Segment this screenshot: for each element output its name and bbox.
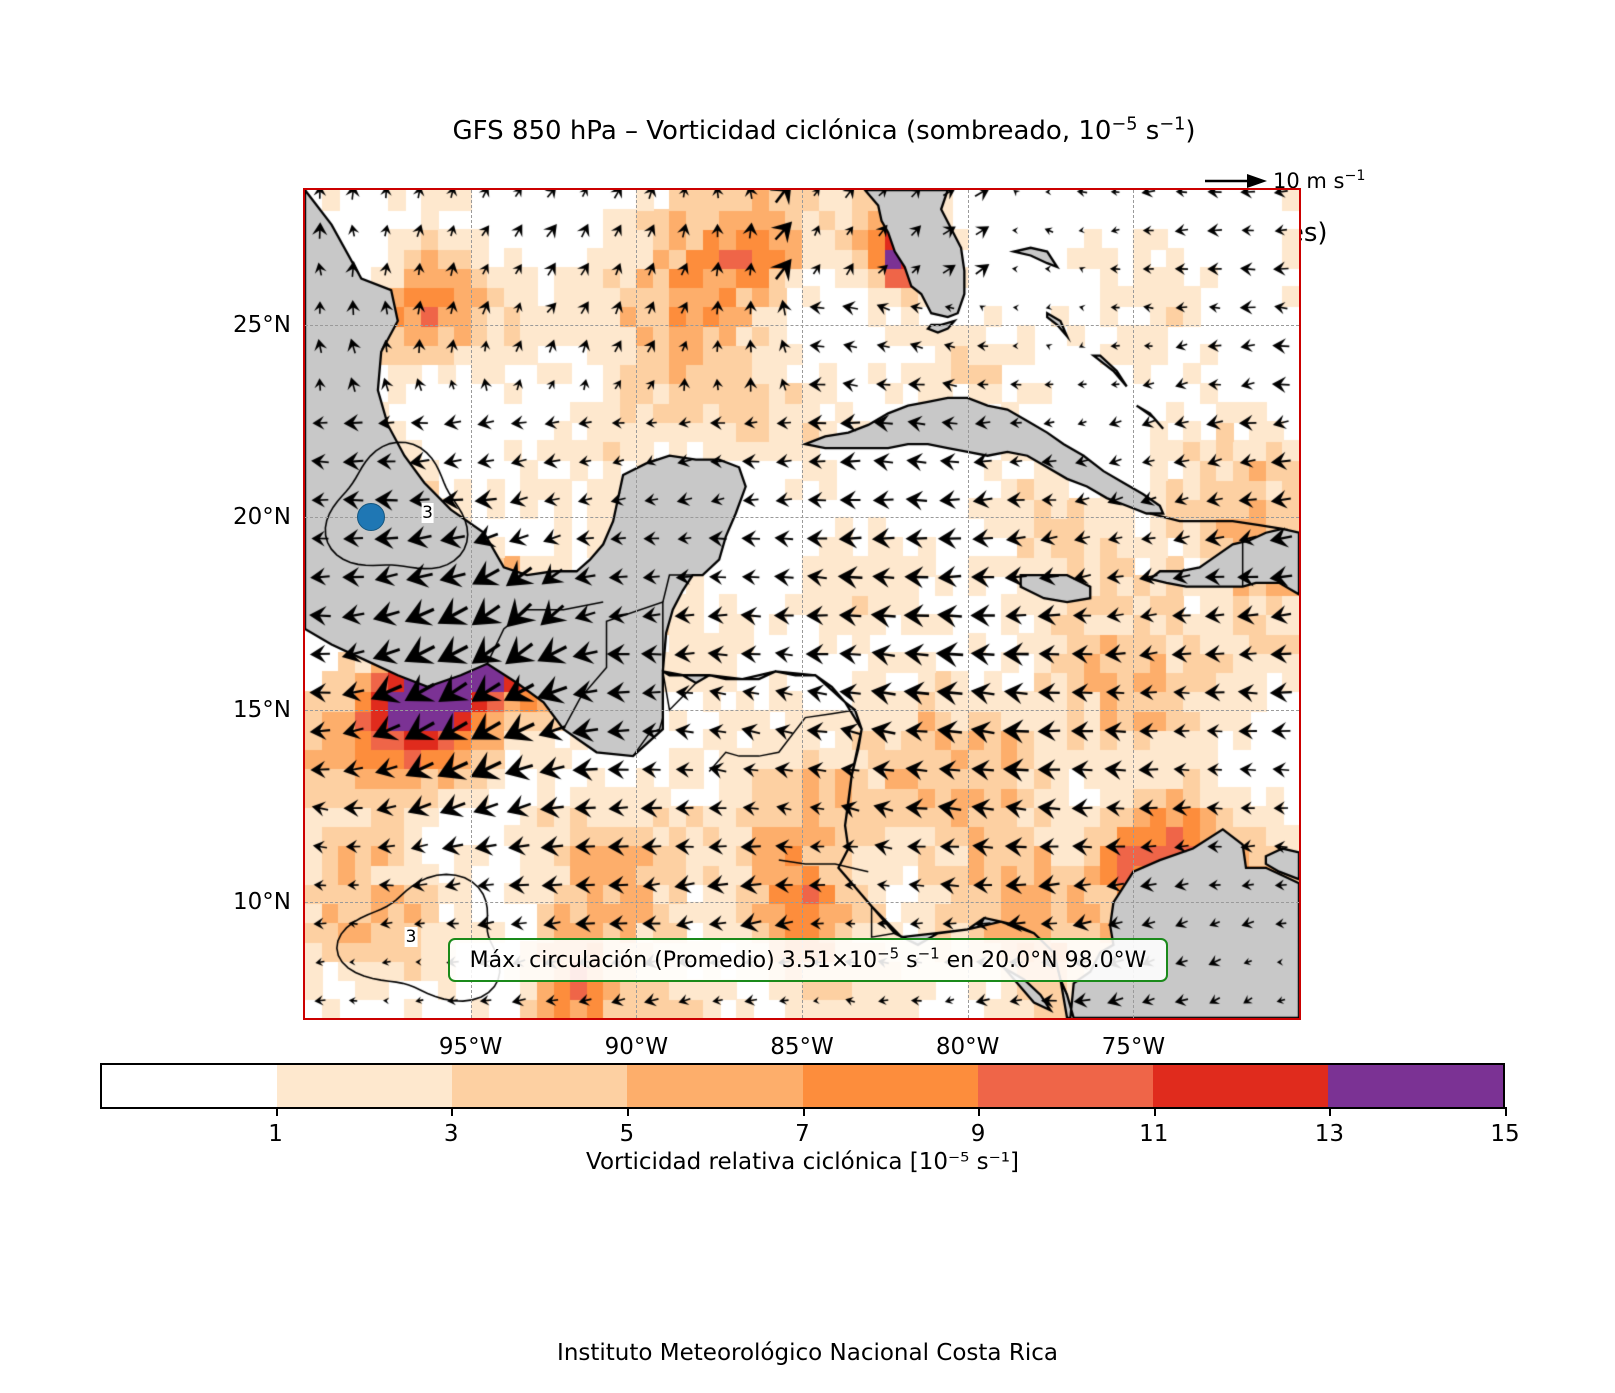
- colorbar-tickmark-13: [1329, 1107, 1332, 1116]
- contour-label-0: 3: [421, 503, 434, 524]
- title-line-1: GFS 850 hPa – Vorticidad ciclónica (somb…: [452, 114, 1196, 146]
- gridline-meridian-4: [1133, 190, 1135, 1018]
- xtick-label-95°W: 95°W: [438, 1034, 503, 1060]
- gridline-meridian-0: [470, 190, 472, 1018]
- gridline-parallel-2: [305, 517, 1299, 519]
- colorbar-tickmark-3: [451, 1107, 454, 1116]
- colorbar-ticks: 1 3 5 7 9 11 13 15: [100, 1107, 1520, 1147]
- colorbar-segment-2: [452, 1065, 628, 1107]
- max-circulation-annotation: Máx. circulación (Promedio) 3.51×10−5 s−…: [448, 938, 1168, 982]
- colorbar-tick-label-9: 9: [970, 1121, 986, 1147]
- map-axes[interactable]: 3 3 Máx. circulación (Promedio) 3.51×10−5 …: [303, 188, 1301, 1020]
- colorbar[interactable]: [100, 1063, 1505, 1109]
- xtick-label-75°W: 75°W: [1101, 1034, 1166, 1060]
- colorbar-tick-label-11: 11: [1139, 1121, 1169, 1147]
- max-circulation-annotation-text: Máx. circulación (Promedio) 3.51×10−5 s−…: [469, 944, 1147, 973]
- colorbar-segment-0: [102, 1065, 278, 1107]
- ytick-label-20°N: 20°N: [233, 504, 291, 531]
- colorbar-tick-label-13: 13: [1314, 1121, 1345, 1147]
- colorbar-label: Vorticidad relativa ciclónica [10⁻⁵ s⁻¹]: [586, 1149, 1019, 1175]
- xtick-label-80°W: 80°W: [935, 1034, 1000, 1060]
- gridline-meridian-3: [967, 190, 969, 1018]
- footer-credit: Instituto Meteorológico Nacional Costa R…: [557, 1340, 1058, 1366]
- xtick-label-90°W: 90°W: [604, 1034, 669, 1060]
- max-circulation-marker: [357, 503, 386, 532]
- ytick-label-15°N: 15°N: [233, 696, 291, 723]
- ytick-label-25°N: 25°N: [233, 311, 291, 338]
- gridline-meridian-2: [802, 190, 803, 1018]
- colorbar-tickmark-1: [275, 1107, 278, 1116]
- colorbar-tickmark-11: [1153, 1107, 1156, 1116]
- colorbar-tickmark-9: [978, 1107, 981, 1116]
- colorbar-tick-label-1: 1: [268, 1121, 283, 1147]
- colorbar-tick-label-3: 3: [443, 1121, 459, 1147]
- colorbar-tick-label-5: 5: [619, 1121, 635, 1147]
- colorbar-tickmark-5: [626, 1107, 629, 1116]
- colorbar-segment-6: [1152, 1065, 1328, 1107]
- contour-label-1: 3: [404, 927, 418, 948]
- colorbar-wrap: 1 3 5 7 9 11 13 15 Vorticidad relativa ciclónic…: [100, 1063, 1520, 1175]
- colorbar-segment-4: [802, 1065, 978, 1107]
- gridline-parallel-0: [305, 902, 1299, 904]
- gridline-parallel-1: [305, 709, 1299, 711]
- colorbar-segment-3: [627, 1065, 803, 1107]
- colorbar-tickmark-7: [802, 1107, 805, 1116]
- gridline-parallel-3: [305, 324, 1299, 326]
- ytick-label-10°N: 10°N: [233, 889, 291, 916]
- xtick-label-85°W: 85°W: [770, 1034, 834, 1060]
- colorbar-segment-7: [1327, 1065, 1503, 1107]
- colorbar-tick-label-15: 15: [1490, 1121, 1520, 1147]
- colorbar-tick-label-7: 7: [795, 1121, 810, 1147]
- quiver-key-arrow-icon: [1205, 174, 1267, 188]
- gridline-meridian-1: [636, 190, 638, 1018]
- colorbar-segment-5: [977, 1065, 1153, 1107]
- colorbar-segment-1: [277, 1065, 453, 1107]
- colorbar-tickmark-15: [1505, 1107, 1507, 1116]
